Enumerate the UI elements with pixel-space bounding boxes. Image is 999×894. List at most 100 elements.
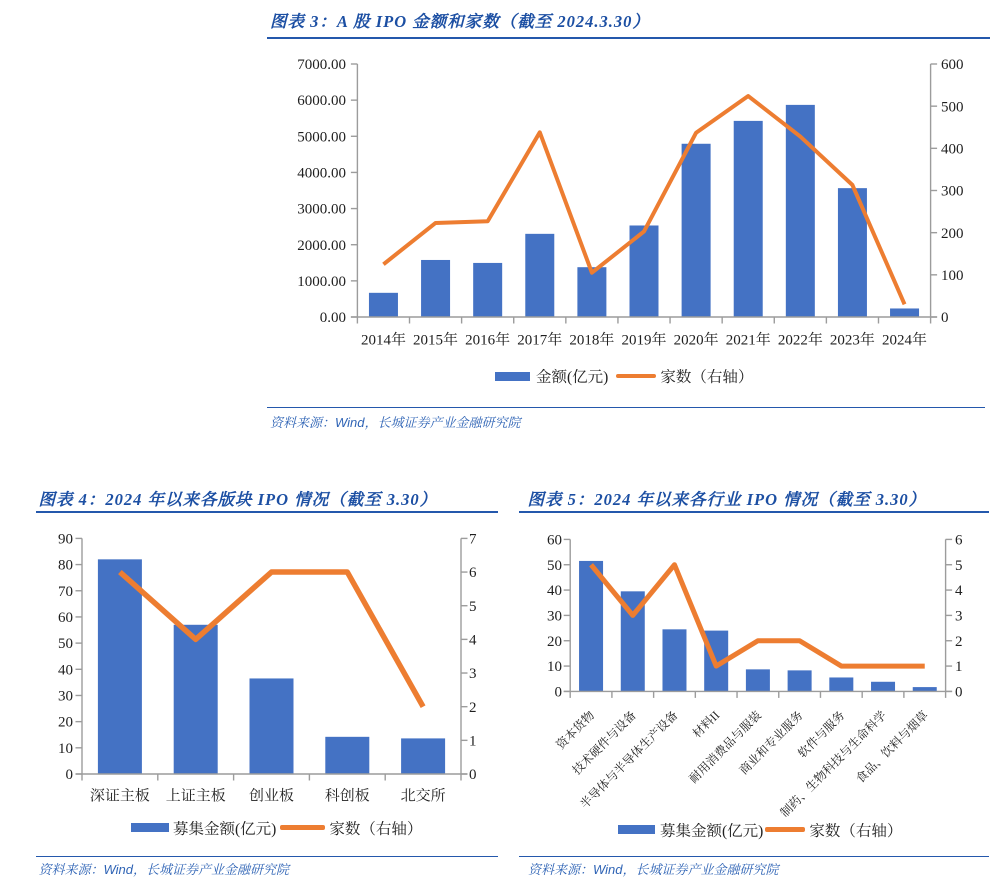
right-axis-label: 400 bbox=[941, 141, 964, 157]
figure-4-legend: 募集金额(亿元) 家数（右轴） bbox=[131, 817, 422, 839]
left-axis-label: 6000.00 bbox=[297, 93, 346, 109]
bar-2015年 bbox=[421, 259, 451, 317]
legend-line-label: 家数（右轴） bbox=[329, 820, 423, 838]
x-axis-label: 2024年 bbox=[882, 332, 927, 349]
x-axis-label: 2020年 bbox=[674, 332, 719, 349]
left-axis-label: 0.00 bbox=[320, 310, 346, 326]
x-axis-label: 2023年 bbox=[830, 332, 875, 349]
legend-line-swatch-icon bbox=[616, 374, 657, 378]
right-axis-label: 5 bbox=[469, 599, 477, 615]
right-axis-label: 5 bbox=[955, 558, 963, 574]
x-axis-label: 2015年 bbox=[413, 332, 458, 349]
bar-软件与服务 bbox=[829, 677, 854, 692]
x-axis-label: 2016年 bbox=[465, 332, 510, 349]
x-axis-label: 2019年 bbox=[621, 332, 666, 349]
x-axis-label: 2022年 bbox=[778, 332, 823, 349]
left-axis-label: 50 bbox=[58, 636, 73, 652]
right-axis-label: 0 bbox=[469, 767, 477, 783]
figure-3-title: 图表 3：A 股 IPO 金额和家数（截至 2024.3.30） bbox=[270, 12, 650, 31]
figure-5-title-rule bbox=[518, 511, 989, 514]
figure-3-source: 资料来源：Wind，长城证券产业金融研究院 bbox=[270, 415, 521, 430]
right-axis-label: 0 bbox=[941, 310, 949, 326]
right-axis-label: 4 bbox=[469, 632, 477, 648]
bar-半导体与半导体生产设备 bbox=[662, 629, 687, 692]
bar-2024年 bbox=[890, 308, 920, 317]
bar-2016年 bbox=[473, 262, 503, 317]
right-axis-label: 1 bbox=[469, 733, 477, 749]
legend-bar-label: 募集金额(亿元) bbox=[660, 822, 764, 840]
left-axis-label: 70 bbox=[58, 584, 73, 600]
figure-5-source: 资料来源：Wind，长城证券产业金融研究院 bbox=[528, 862, 779, 877]
left-axis-label: 0 bbox=[555, 685, 563, 701]
right-axis-label: 4 bbox=[955, 583, 963, 599]
left-axis-label: 10 bbox=[58, 741, 73, 757]
legend-bar-label: 募集金额(亿元) bbox=[173, 820, 277, 838]
left-axis-label: 30 bbox=[547, 609, 562, 625]
x-axis-label: 材料II bbox=[690, 708, 723, 741]
legend-line-label: 家数（右轴） bbox=[809, 822, 903, 840]
bar-耐用消费品与服装 bbox=[745, 669, 770, 692]
right-axis-label: 200 bbox=[941, 226, 964, 242]
figure-3-legend: 金额(亿元) 家数（右轴） bbox=[495, 365, 753, 387]
figure-4-title-rule bbox=[35, 511, 498, 514]
x-axis-label: 科创板 bbox=[325, 788, 370, 805]
figure-5-title: 图表 5：2024 年以来各行业 IPO 情况（截至 3.30） bbox=[527, 490, 927, 509]
bar-资本货物 bbox=[579, 560, 604, 692]
right-axis-label: 500 bbox=[941, 99, 964, 115]
bar-2022年 bbox=[785, 104, 815, 318]
right-axis-label: 6 bbox=[469, 565, 477, 581]
bar-商业和专业服务 bbox=[787, 670, 812, 692]
bar-北交所 bbox=[401, 738, 446, 774]
x-axis-label: 深证主板 bbox=[90, 788, 150, 805]
left-axis-label: 80 bbox=[58, 558, 73, 574]
figure-3-title-rule bbox=[267, 36, 990, 39]
left-axis-label: 60 bbox=[547, 533, 562, 549]
bar-2018年 bbox=[577, 267, 607, 317]
left-axis-label: 20 bbox=[547, 634, 562, 650]
left-axis-label: 60 bbox=[58, 610, 73, 626]
left-axis-label: 2000.00 bbox=[297, 238, 346, 254]
left-axis-label: 40 bbox=[58, 662, 73, 678]
left-axis-label: 90 bbox=[58, 532, 73, 548]
right-axis-label: 3 bbox=[955, 609, 963, 625]
left-axis-label: 40 bbox=[547, 583, 562, 599]
bar-深证主板 bbox=[97, 559, 142, 774]
left-axis-label: 50 bbox=[547, 558, 562, 574]
x-axis-label: 耐用消费品与服装 bbox=[686, 708, 764, 786]
x-axis-label: 2021年 bbox=[726, 332, 771, 349]
x-axis-label: 2014年 bbox=[361, 332, 406, 349]
bar-创业板 bbox=[249, 678, 294, 774]
figure-3-source-rule bbox=[267, 407, 985, 409]
right-axis-label: 0 bbox=[955, 685, 963, 701]
bar-2017年 bbox=[525, 233, 555, 317]
left-axis-label: 30 bbox=[58, 689, 73, 705]
x-axis-label: 北交所 bbox=[401, 788, 446, 805]
right-axis-label: 100 bbox=[941, 268, 964, 284]
legend-line-label: 家数（右轴） bbox=[660, 369, 754, 386]
left-axis-label: 3000.00 bbox=[297, 202, 346, 218]
bar-2021年 bbox=[733, 120, 763, 317]
right-axis-label: 600 bbox=[941, 57, 964, 73]
right-axis-label: 6 bbox=[955, 533, 963, 549]
right-axis-label: 1 bbox=[955, 659, 963, 675]
right-axis-label: 7 bbox=[469, 532, 477, 548]
figure-4-source-rule bbox=[35, 855, 498, 857]
bar-制药、生物科技与生命科学 bbox=[871, 681, 896, 692]
legend-line-swatch-icon bbox=[765, 827, 806, 832]
legend-line-swatch-icon bbox=[280, 825, 326, 830]
bar-2020年 bbox=[681, 143, 711, 317]
bar-2014年 bbox=[368, 292, 398, 317]
figure-4-title: 图表 4：2024 年以来各版块 IPO 情况（截至 3.30） bbox=[38, 490, 438, 509]
left-axis-label: 0 bbox=[66, 767, 74, 783]
line-series bbox=[118, 569, 426, 709]
left-axis-label: 20 bbox=[58, 715, 73, 731]
bar-上证主板 bbox=[173, 624, 218, 774]
line-series bbox=[382, 94, 907, 306]
x-axis-label: 上证主板 bbox=[166, 788, 226, 805]
line-series bbox=[589, 562, 925, 669]
left-axis-label: 5000.00 bbox=[297, 129, 346, 145]
left-axis-label: 7000.00 bbox=[297, 57, 346, 73]
